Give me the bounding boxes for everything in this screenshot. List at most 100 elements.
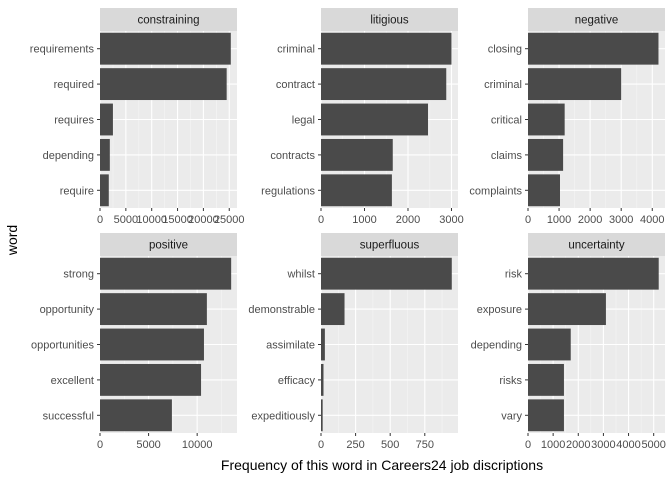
y-tick-label: expeditiously <box>251 410 315 422</box>
y-tick-label: claims <box>491 150 523 162</box>
bar-requirements <box>100 32 231 65</box>
x-tick-label: 2000 <box>396 214 420 226</box>
bar-demonstrable <box>321 293 345 326</box>
bar-successful <box>100 399 172 432</box>
panel-litigious: litigious criminal contract legal contracts r… <box>261 8 464 226</box>
x-axis-title: Frequency of this word in Careers24 job … <box>221 457 543 473</box>
bar-criminal <box>321 32 452 65</box>
y-tick-label: risks <box>499 375 522 387</box>
bar-closing <box>528 32 659 65</box>
bar-critical <box>528 103 565 136</box>
bar-excellent <box>100 363 202 396</box>
panel-negative: negative closing criminal critical claims com… <box>469 8 665 226</box>
x-tick-label: 0 <box>97 214 103 226</box>
y-tick-label: requires <box>54 115 94 127</box>
bar-depending <box>100 138 110 171</box>
bar-legal <box>321 103 428 136</box>
panel-strip-label: litigious <box>370 15 409 27</box>
y-tick-label: required <box>54 79 94 91</box>
bar-assimilate <box>321 328 325 361</box>
bar-require <box>100 174 109 207</box>
x-tick-label: 15000 <box>162 214 193 226</box>
panel-superfluous: superfluous whilst demonstrable assimilate e… <box>248 233 458 451</box>
y-tick-label: successful <box>43 410 94 422</box>
panel-strip-label: negative <box>575 15 618 27</box>
panel-strip-label: uncertainty <box>568 240 625 252</box>
panel-strip <box>100 8 237 31</box>
bar-required <box>100 68 227 101</box>
x-tick-label: 750 <box>416 439 434 451</box>
y-tick-label: opportunity <box>40 304 95 316</box>
y-tick-label: criminal <box>277 44 315 56</box>
bar-contract <box>321 68 447 101</box>
panel-constraining: constraining requirements required requires… <box>30 8 245 226</box>
x-tick-label: 3000 <box>609 214 633 226</box>
y-tick-label: contracts <box>270 150 315 162</box>
x-tick-label: 10000 <box>136 214 167 226</box>
y-tick-label: efficacy <box>278 375 316 387</box>
x-tick-label: 1000 <box>541 439 565 451</box>
y-tick-label: regulations <box>261 185 315 197</box>
y-tick-label: complaints <box>469 185 522 197</box>
bar-efficacy <box>321 363 324 396</box>
bar-depending <box>528 328 571 361</box>
y-tick-label: vary <box>501 410 522 422</box>
bar-requires <box>100 103 113 136</box>
x-tick-label: 250 <box>346 439 364 451</box>
x-tick-label: 4000 <box>640 214 664 226</box>
bar-opportunities <box>100 328 204 361</box>
y-tick-label: depending <box>471 340 522 352</box>
y-tick-label: opportunities <box>31 340 94 352</box>
bar-claims <box>528 138 564 171</box>
y-tick-label: risk <box>505 269 523 281</box>
y-tick-label: excellent <box>51 375 94 387</box>
x-tick-label: 1000 <box>547 214 571 226</box>
x-tick-label: 0 <box>525 214 531 226</box>
bar-risks <box>528 363 564 396</box>
panel-strip <box>528 8 665 31</box>
bar-strong <box>100 257 232 290</box>
panel-strip <box>528 233 665 256</box>
panel-strip-label: superfluous <box>360 240 420 252</box>
x-tick-label: 25000 <box>214 214 245 226</box>
x-tick-label: 2000 <box>566 439 590 451</box>
panel-strip <box>321 8 458 31</box>
x-tick-label: 5000 <box>641 439 665 451</box>
x-tick-label: 0 <box>318 439 324 451</box>
bar-whilst <box>321 257 452 290</box>
panel-positive: positive strong opportunity opportunities ex… <box>31 233 237 451</box>
bar-complaints <box>528 174 560 207</box>
panel-strip-label: constraining <box>137 15 199 27</box>
y-tick-label: criminal <box>484 79 522 91</box>
x-tick-label: 2000 <box>578 214 602 226</box>
x-tick-label: 20000 <box>188 214 219 226</box>
bar-vary <box>528 399 564 432</box>
y-tick-label: whilst <box>286 269 315 281</box>
x-tick-label: 1000 <box>352 214 376 226</box>
y-tick-label: exposure <box>477 304 522 316</box>
y-tick-label: strong <box>63 269 94 281</box>
y-tick-label: legal <box>292 115 315 127</box>
x-tick-label: 0 <box>318 214 324 226</box>
y-tick-label: depending <box>43 150 94 162</box>
bar-expeditiously <box>321 399 323 432</box>
panel-strip <box>100 233 237 256</box>
x-tick-label: 10000 <box>182 439 213 451</box>
y-tick-label: requirements <box>30 44 95 56</box>
bar-opportunity <box>100 293 207 326</box>
x-tick-label: 3000 <box>439 214 463 226</box>
y-tick-label: critical <box>491 115 522 127</box>
x-tick-label: 500 <box>381 439 399 451</box>
y-tick-label: require <box>60 185 94 197</box>
bar-risk <box>528 257 659 290</box>
panel-uncertainty: uncertainty risk exposure depending risks var… <box>471 233 666 451</box>
y-tick-label: assimilate <box>266 340 315 352</box>
bar-exposure <box>528 293 606 326</box>
x-tick-label: 0 <box>97 439 103 451</box>
x-tick-label: 3000 <box>591 439 615 451</box>
bar-criminal <box>528 68 622 101</box>
panel-strip <box>321 233 458 256</box>
x-tick-label: 4000 <box>616 439 640 451</box>
panel-strip-label: positive <box>149 240 188 252</box>
